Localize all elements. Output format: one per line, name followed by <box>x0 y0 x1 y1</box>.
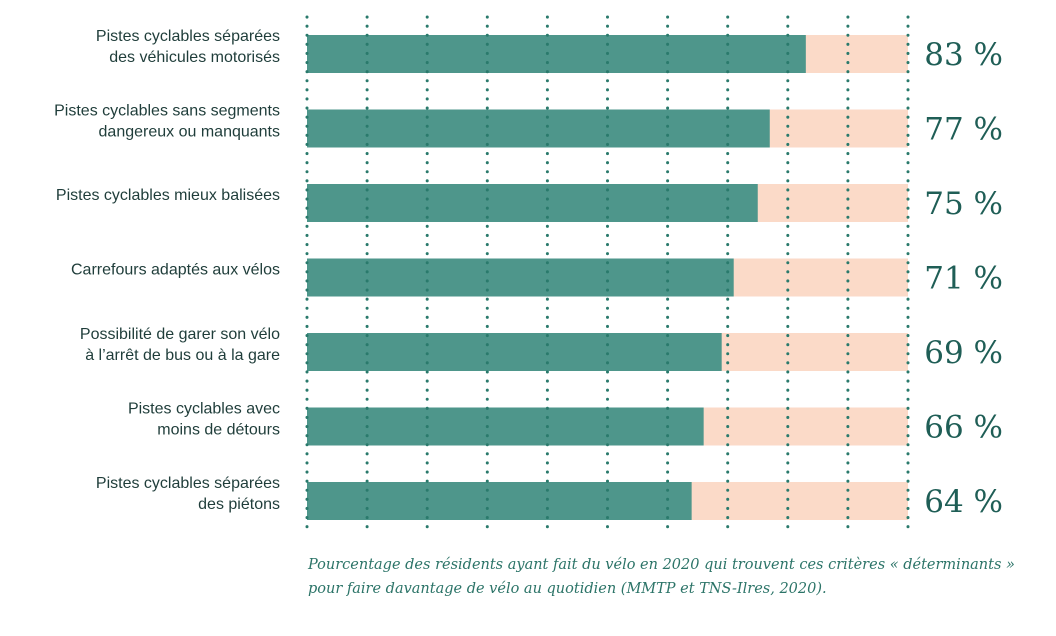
category-label-1-line-1: Pistes cyclables séparées <box>96 28 280 45</box>
bar-5 <box>307 333 722 371</box>
caption-line-1: Pourcentage des résidents ayant fait du … <box>308 557 1015 573</box>
value-label-2: 77 % <box>924 112 1003 148</box>
bar-6 <box>307 407 704 446</box>
bar-4 <box>307 258 734 297</box>
value-label-4: 71 % <box>924 261 1003 297</box>
category-label-2-line-1: Pistes cyclables sans segments <box>54 103 280 120</box>
category-label-4-line-1: Carrefours adaptés aux vélos <box>71 262 280 279</box>
bar-3 <box>307 184 758 222</box>
category-label-3-line-1: Pistes cyclables mieux balisées <box>56 187 280 204</box>
value-label-7: 64 % <box>924 484 1003 520</box>
category-label-5-line-2: à l’arrêt de bus ou à la gare <box>85 347 280 364</box>
value-label-6: 66 % <box>924 410 1003 446</box>
bar-7 <box>307 482 692 520</box>
bars-group <box>307 35 908 520</box>
category-label-5-line-1: Possibilité de garer son vélo <box>80 326 280 343</box>
value-label-3: 75 % <box>924 186 1003 222</box>
value-label-5: 69 % <box>924 335 1003 371</box>
caption-line-2: pour faire davantage de vélo au quotidie… <box>308 581 827 597</box>
category-label-7-line-1: Pistes cyclables séparées <box>96 475 280 492</box>
category-label-6-line-1: Pistes cyclables avec <box>128 401 280 418</box>
category-label-6-line-2: moins de détours <box>157 422 280 439</box>
category-label-7-line-2: des piétons <box>198 496 280 513</box>
grid-lines <box>305 15 910 529</box>
value-label-1: 83 % <box>924 37 1003 73</box>
bar-2 <box>307 109 770 148</box>
value-labels: 83 % 77 % 75 % 71 % 69 % 66 % 64 % <box>924 37 1003 520</box>
category-labels: Pistes cyclables séparées des véhicules m… <box>54 28 280 513</box>
category-label-1-line-2: des véhicules motorisés <box>109 49 280 66</box>
chart-caption: Pourcentage des résidents ayant fait du … <box>308 553 1038 601</box>
bar-1 <box>307 35 806 73</box>
category-label-2-line-2: dangereux ou manquants <box>99 124 280 141</box>
